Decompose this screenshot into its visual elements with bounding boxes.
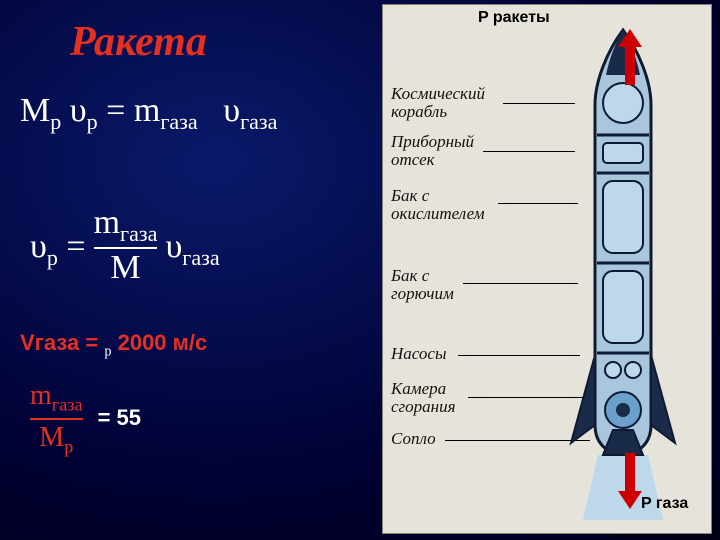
momentum-equation: Мр υр = mгаза υгаза <box>20 92 277 135</box>
eq1-M-sub: р <box>50 109 61 134</box>
eq2-eq: = <box>66 228 85 265</box>
ratio-num-m: m <box>30 380 52 411</box>
formulas-region: Ракета Мр υр = mгаза υгаза υр = mгаза М … <box>0 0 380 540</box>
mass-ratio: mгаза Мр = 55 <box>30 380 133 457</box>
eq1-eq: = <box>106 92 125 129</box>
callout-chamber: Камера сгорания <box>391 380 456 416</box>
eq1-m-sub: газа <box>160 109 197 134</box>
callout-oxidizer: Бак с окислителем <box>391 187 485 223</box>
ratio-num-m-sub: газа <box>52 395 83 415</box>
gas-velocity-value: Vгаза = р 2000 м/с <box>20 330 207 360</box>
p-rocket-label: P ракеты <box>478 9 550 27</box>
callout-instrument: Приборный отсек <box>391 133 474 169</box>
thrust-arrow-up <box>618 29 642 85</box>
eq1-m: m <box>134 92 160 129</box>
vgas-label: Vгаза = <box>20 330 98 355</box>
slide-title: Ракета <box>70 18 207 66</box>
p-gas-label: P газа <box>641 495 688 513</box>
ratio-value: = 55 <box>98 405 141 430</box>
ratio-den-M-sub: р <box>64 436 73 456</box>
ratio-den-M: М <box>39 422 64 453</box>
eq1-v-sub: р <box>87 109 98 134</box>
eq1-vg-sub: газа <box>240 109 277 134</box>
eq1-M: М <box>20 92 50 129</box>
eq2-num-m-sub: газа <box>120 221 157 246</box>
eq2-fraction: mгаза М <box>94 206 158 285</box>
rocket-svg <box>553 25 693 525</box>
eq2-den-M: М <box>110 249 140 286</box>
callout-spacecraft: Космический корабль <box>391 85 485 121</box>
pump-right <box>625 362 641 378</box>
fin-right <box>651 355 675 443</box>
callout-nozzle: Сопло <box>391 430 436 448</box>
eq2-num-m: m <box>94 204 120 241</box>
pump-left <box>605 362 621 378</box>
vgas-stray-sub: р <box>104 343 111 359</box>
eq2-vg: υ <box>165 228 182 265</box>
eq2-vg-sub: газа <box>182 245 219 270</box>
callout-pumps: Насосы <box>391 345 446 363</box>
oxidizer-tank <box>603 181 643 253</box>
eq2-v-sub: р <box>47 245 58 270</box>
chamber-core <box>616 403 630 417</box>
rocket-diagram-panel: P ракеты Космический корабль Приборный о… <box>382 4 712 534</box>
eq2-v: υ <box>30 228 47 265</box>
velocity-equation: υр = mгаза М υгаза <box>30 210 220 289</box>
eq1-vg: υ <box>223 92 240 129</box>
instrument-section <box>603 143 643 163</box>
vgas-value: 2000 м/с <box>118 330 208 355</box>
thrust-arrow-down <box>618 453 642 509</box>
fuel-tank <box>603 271 643 343</box>
fraction-bar <box>30 418 83 420</box>
callout-fuel: Бак с горючим <box>391 267 454 303</box>
spacecraft-section <box>603 83 643 123</box>
fin-left <box>571 355 595 443</box>
eq1-v: υ <box>70 92 87 129</box>
